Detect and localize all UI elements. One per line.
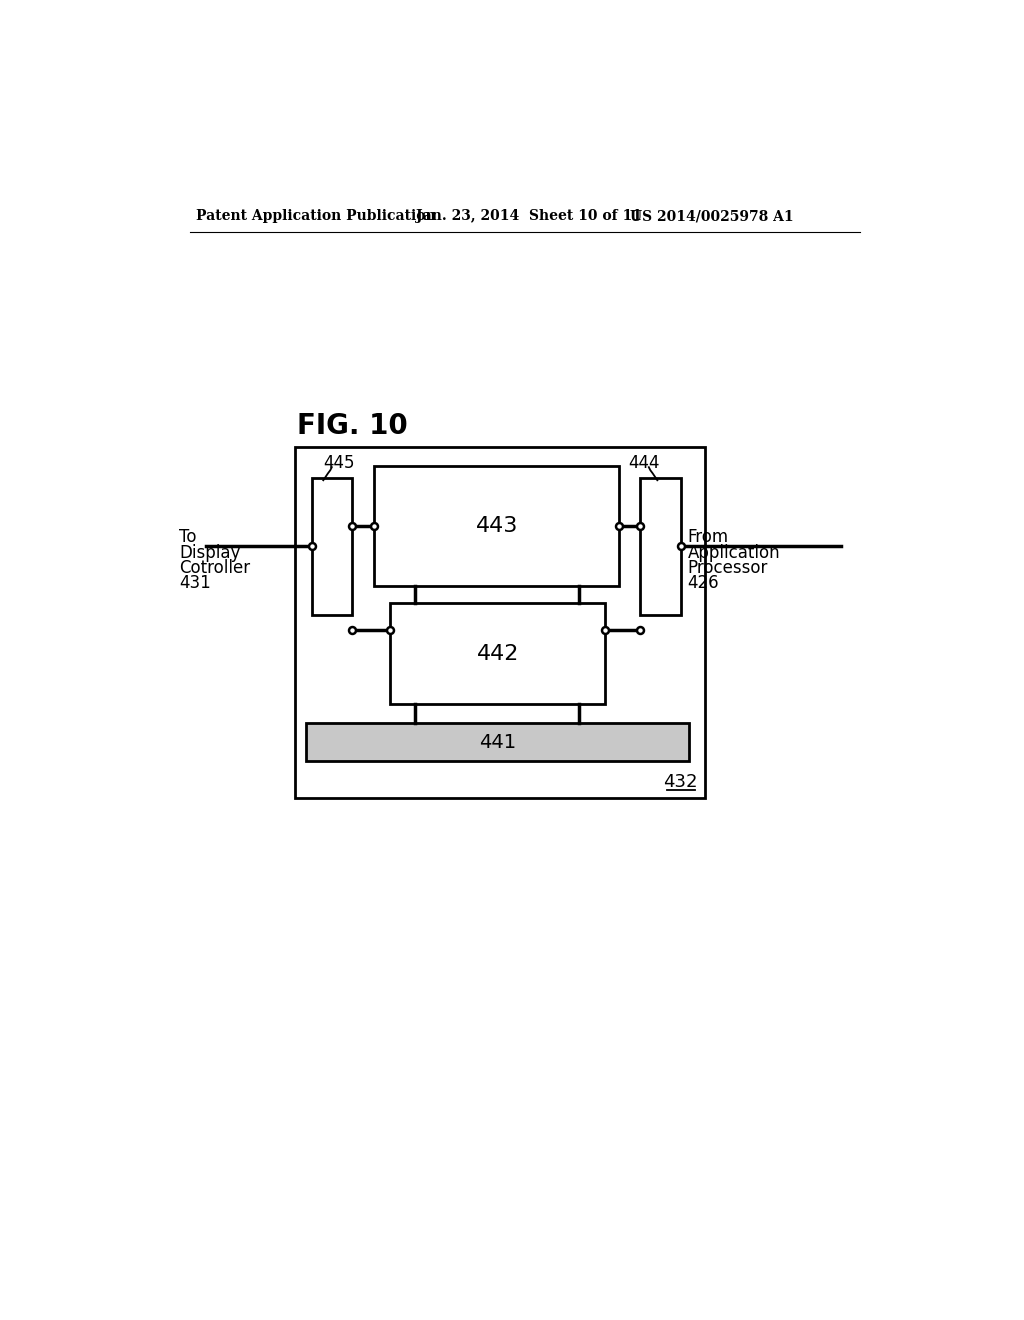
Text: 445: 445: [324, 454, 354, 473]
Text: 443: 443: [476, 516, 518, 536]
Text: From: From: [687, 528, 729, 546]
Text: Cotroller: Cotroller: [179, 560, 250, 577]
Bar: [640, 478, 681, 615]
Text: Application: Application: [687, 544, 780, 561]
Text: Patent Application Publication: Patent Application Publication: [197, 209, 436, 223]
Text: 426: 426: [687, 574, 719, 593]
Text: 444: 444: [629, 454, 660, 473]
Bar: [295, 447, 706, 797]
Text: Processor: Processor: [687, 560, 768, 577]
Text: FIG. 10: FIG. 10: [297, 412, 408, 441]
Bar: [306, 723, 689, 762]
Text: 442: 442: [476, 644, 519, 664]
Text: 432: 432: [664, 774, 697, 791]
Text: To: To: [179, 528, 197, 546]
Text: US 2014/0025978 A1: US 2014/0025978 A1: [630, 209, 794, 223]
Bar: [375, 466, 620, 586]
Text: Display: Display: [179, 544, 241, 561]
Text: Jan. 23, 2014  Sheet 10 of 11: Jan. 23, 2014 Sheet 10 of 11: [417, 209, 642, 223]
Text: 431: 431: [179, 574, 211, 593]
Text: 441: 441: [479, 733, 516, 751]
Bar: [390, 603, 605, 704]
Bar: [311, 478, 352, 615]
